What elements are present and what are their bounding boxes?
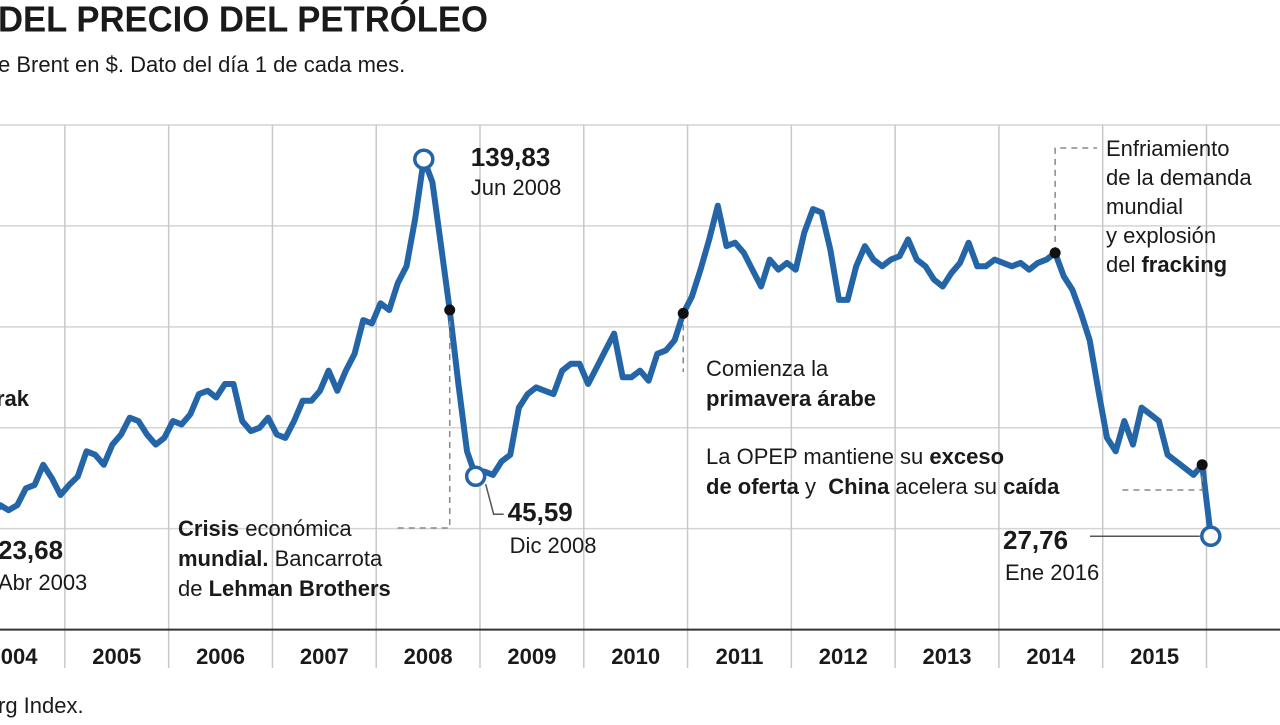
annotation-text: mundial. Bancarrota [178, 546, 383, 571]
x-tick-label: 2011 [716, 644, 764, 669]
point-date-label: Dic 2008 [510, 533, 597, 558]
annotation-segment: y [799, 474, 828, 499]
annotation-segment: Bancarrota [268, 546, 382, 571]
value-label: 23,68 [0, 535, 63, 565]
annotation-leader [395, 310, 451, 529]
price-line [0, 156, 1214, 537]
annotation-segment: mundial. [178, 546, 268, 571]
annotation-segment: Comienza la [706, 356, 829, 381]
annotation-text: Enfriamiento [1106, 136, 1230, 161]
annotation-text: del fracking [1106, 252, 1227, 277]
x-tick-label: 2013 [923, 644, 972, 669]
annotation-segment: y explosión [1106, 223, 1216, 248]
value-label: 27,76 [1003, 525, 1068, 555]
annotation-segment: mundial [1106, 194, 1183, 219]
x-tick-label: 2006 [196, 644, 245, 669]
label-leader [484, 484, 504, 515]
x-tick-label: 2010 [611, 644, 660, 669]
value-label: 139,83 [471, 142, 551, 172]
annotation-segment: acelera su [889, 474, 1003, 499]
annotation-text: de la demanda [1106, 165, 1252, 190]
annotation-point [677, 307, 689, 319]
annotation-segment: del [1106, 252, 1141, 277]
annotation-text: primavera árabe [706, 386, 876, 411]
source-note: rg Index. [0, 693, 84, 718]
x-tick-label: 2004 [0, 644, 38, 669]
x-tick-label: 2005 [92, 644, 141, 669]
annotation-segment: de [178, 576, 209, 601]
annotation-segment: económica [239, 516, 352, 541]
value-label: 45,59 [508, 497, 573, 527]
point-date-label: Ene 2016 [1005, 560, 1099, 585]
annotation-text: mundial [1106, 194, 1183, 219]
annotation-text: rak [0, 386, 30, 411]
highlight-point [413, 148, 435, 170]
annotation-segment: de oferta [706, 474, 800, 499]
annotation-segment: La OPEP mantiene su [706, 444, 929, 469]
annotation-point [444, 304, 456, 316]
annotation-text: y explosión [1106, 223, 1216, 248]
annotation-point [1049, 247, 1061, 259]
annotation-point [1196, 459, 1208, 471]
annotation-text: de oferta y China acelera su caída [706, 474, 1060, 499]
annotation-text: Crisis económica [178, 516, 352, 541]
annotation-text: La OPEP mantiene su exceso [706, 444, 1004, 469]
x-tick-label: 2009 [507, 644, 556, 669]
annotation-segment: Enfriamiento [1106, 136, 1230, 161]
annotation-segment: China [828, 474, 890, 499]
highlight-point [1200, 525, 1222, 547]
highlight-point [464, 465, 487, 487]
annotation-segment: exceso [929, 444, 1004, 469]
grid [0, 124, 1280, 668]
annotation-segment: Lehman Brothers [209, 576, 391, 601]
annotation-segment: Crisis [178, 516, 239, 541]
annotation-segment: de la demanda [1106, 165, 1252, 190]
annotation-segment: fracking [1141, 252, 1227, 277]
annotation-segment: primavera árabe [706, 386, 876, 411]
annotation-leader [1120, 464, 1203, 491]
annotation-text: de Lehman Brothers [178, 576, 391, 601]
x-tick-label: 2014 [1026, 644, 1076, 669]
annotation-segment: rak [0, 386, 30, 411]
point-date-label: Jun 2008 [471, 175, 562, 200]
x-tick-label: 2012 [819, 644, 868, 669]
annotation-text: Comienza la [706, 356, 829, 381]
point-date-label: Abr 2003 [0, 570, 87, 595]
x-tick-label: 2007 [300, 644, 349, 669]
chart-subtitle: e Brent en $. Dato del día 1 de cada mes… [0, 52, 405, 77]
x-tick-label: 2015 [1130, 644, 1179, 669]
annotation-segment: caída [1003, 474, 1060, 499]
chart-title: DEL PRECIO DEL PETRÓLEO [0, 0, 488, 40]
annotation-leader [1054, 147, 1097, 253]
x-tick-label: 2008 [404, 644, 453, 669]
